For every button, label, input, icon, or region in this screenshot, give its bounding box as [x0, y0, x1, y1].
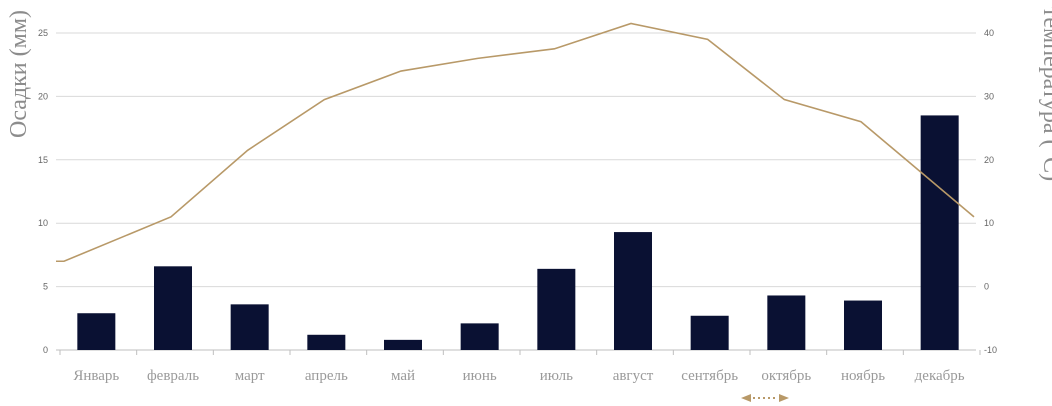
- category-label: сентябрь: [681, 368, 738, 384]
- temperature-line: [56, 22, 975, 263]
- precipitation-bar: [154, 266, 192, 350]
- category-label: февраль: [147, 368, 199, 384]
- left-tick-label: 10: [38, 218, 48, 228]
- temperature-series-line: [56, 22, 975, 263]
- right-tick-label: -10: [984, 345, 997, 355]
- precipitation-bars: [77, 115, 959, 350]
- category-label: ноябрь: [841, 368, 885, 384]
- precipitation-bar: [384, 339, 422, 350]
- right-axis-ticks: -10 0 10 20 30 40: [984, 28, 997, 355]
- category-labels: Январь февраль март апрель май июнь июль август…: [73, 368, 964, 384]
- right-tick-label: 30: [984, 91, 994, 101]
- precipitation-bar: [537, 268, 576, 350]
- category-label: август: [613, 368, 654, 384]
- right-tick-label: 0: [984, 282, 989, 292]
- left-tick-label: 0: [43, 345, 48, 355]
- right-tick-label: 40: [984, 28, 994, 38]
- left-tick-label: 15: [38, 155, 48, 165]
- category-label: октябрь: [761, 368, 811, 384]
- category-label: июль: [540, 368, 573, 384]
- left-axis-title: Осадки (мм): [6, 10, 32, 138]
- gridlines: [56, 32, 981, 355]
- left-axis-ticks: 0 5 10 15 20 25: [38, 28, 48, 355]
- category-label: март: [235, 368, 265, 384]
- right-tick-label: 10: [984, 218, 994, 228]
- category-label: май: [391, 368, 415, 384]
- precipitation-bar: [77, 313, 116, 350]
- precipitation-bar: [690, 315, 729, 350]
- category-label: июнь: [463, 368, 497, 384]
- precipitation-bar: [307, 334, 346, 350]
- category-label: Январь: [73, 368, 119, 384]
- right-axis-title: температура (°C): [1038, 7, 1052, 181]
- precipitation-bar: [460, 323, 499, 350]
- precipitation-bar: [230, 304, 269, 350]
- left-tick-label: 20: [38, 91, 48, 101]
- precipitation-bar: [767, 295, 806, 350]
- category-label: декабрь: [915, 368, 965, 384]
- left-tick-label: 5: [43, 282, 48, 292]
- left-tick-label: 25: [38, 28, 48, 38]
- precipitation-bar: [844, 300, 882, 350]
- precipitation-bar: [920, 115, 959, 350]
- right-tick-label: 20: [984, 155, 994, 165]
- precipitation-bar: [614, 232, 652, 350]
- double-arrow-icon[interactable]: [741, 394, 789, 402]
- category-label: апрель: [305, 368, 348, 384]
